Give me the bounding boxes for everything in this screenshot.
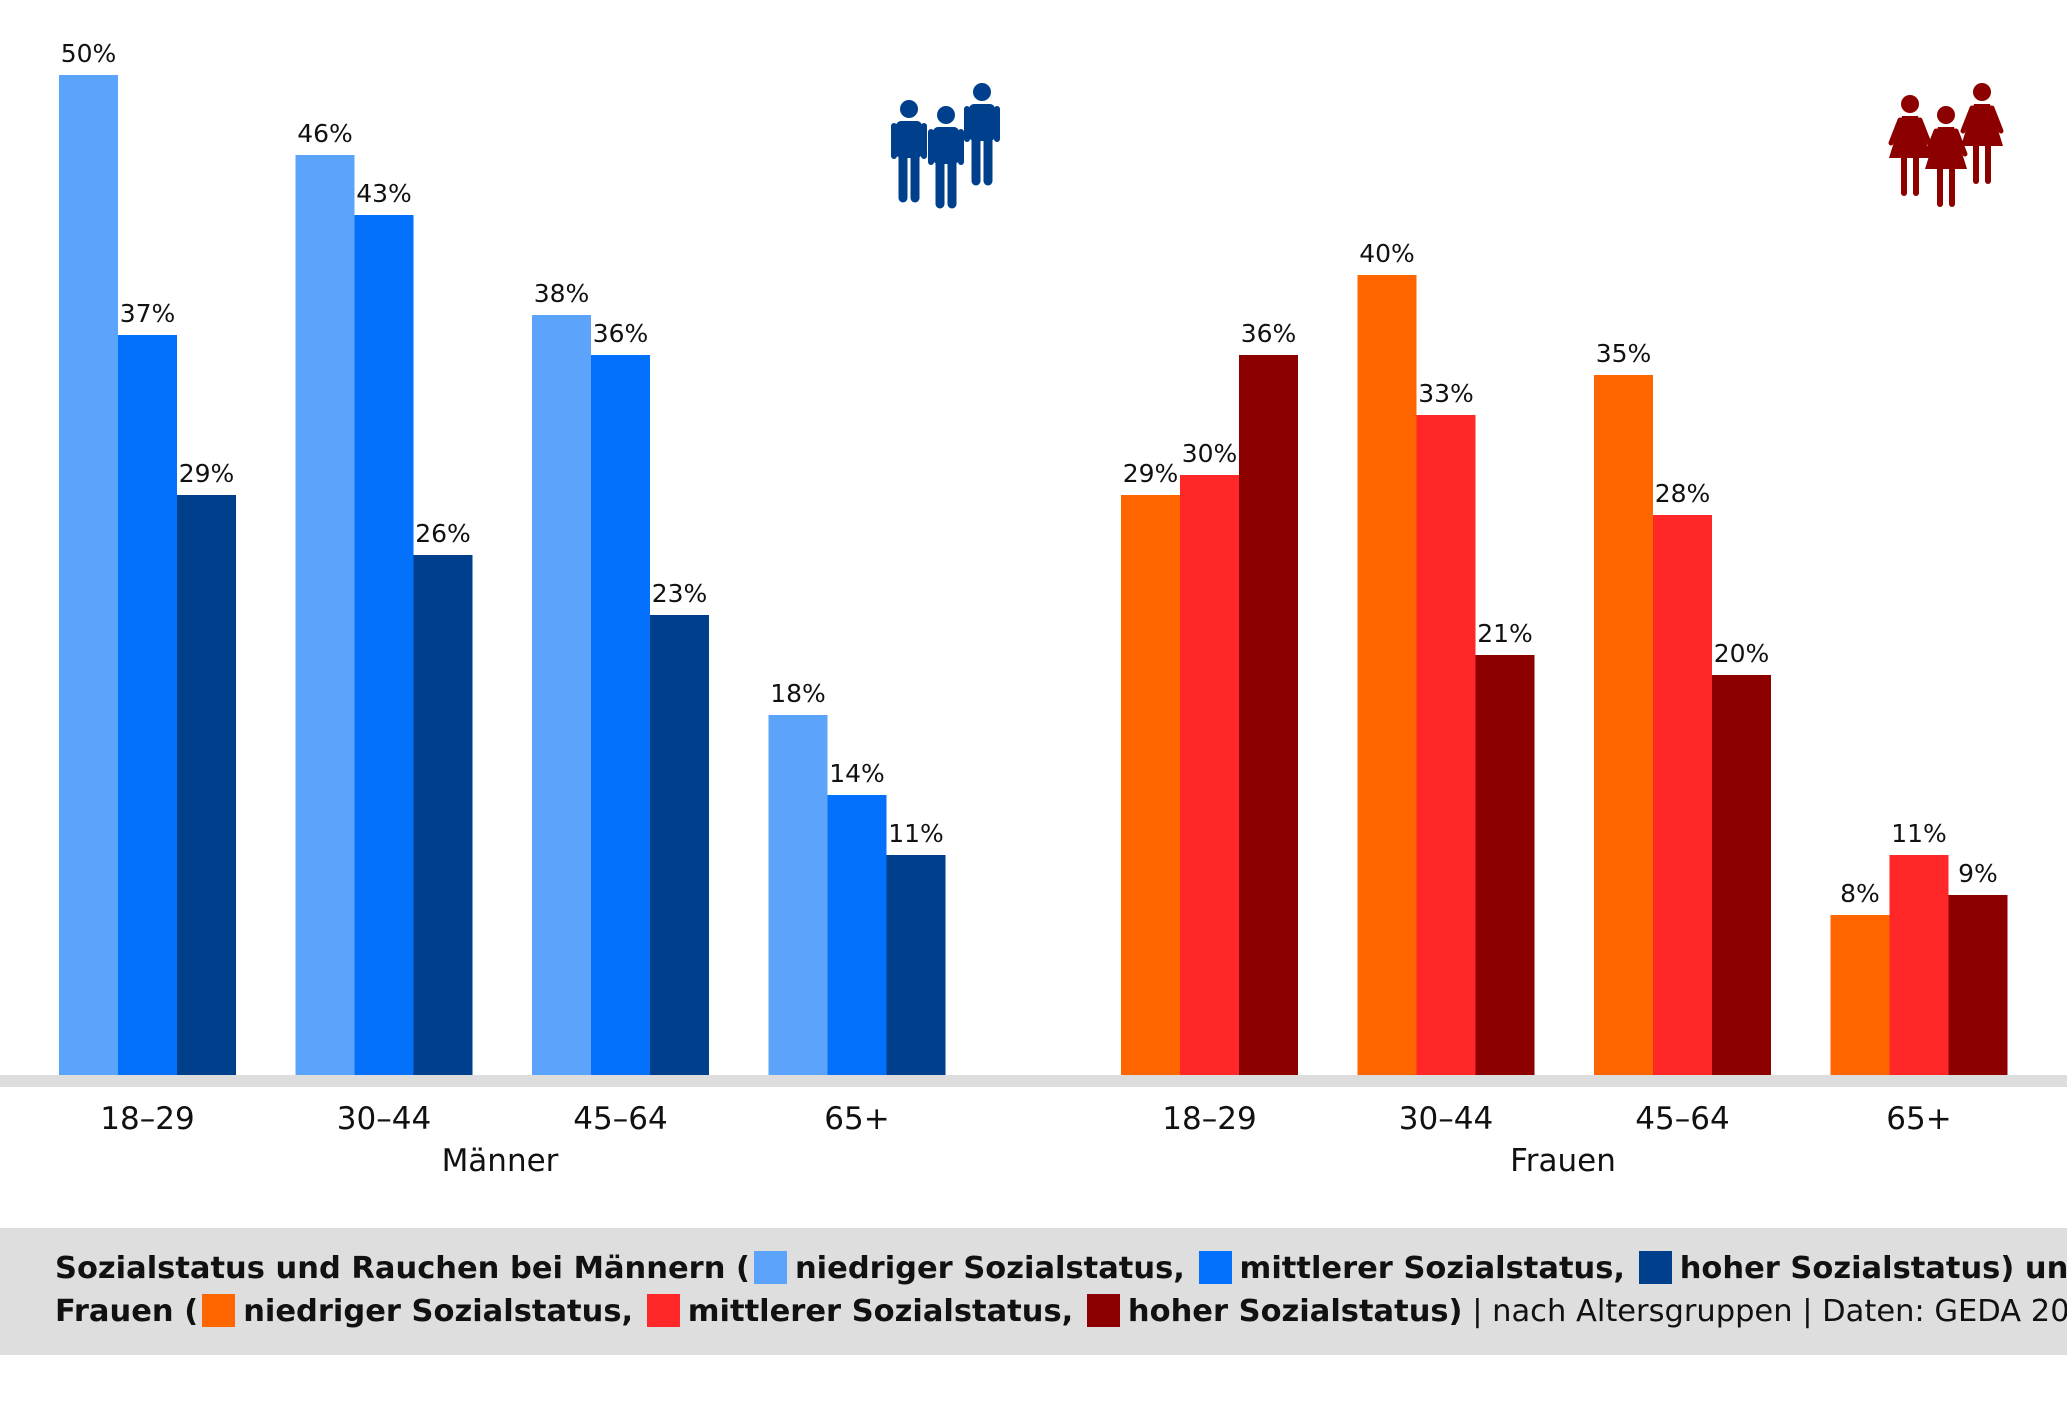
legend-swatch-men-mid (1198, 1251, 1232, 1284)
caption-source: | nach Altersgruppen | Daten: GEDA 2012 (1462, 1294, 2067, 1329)
x-tick-label-men-18-29: 18–29 (100, 1101, 194, 1137)
data-label-men-18-29-mittlerer-sozialstatus: 37% (120, 299, 176, 328)
bar-women-45-64-niedriger-sozialstatus (1594, 375, 1653, 1075)
bar-women-30-44-niedriger-sozialstatus (1357, 275, 1417, 1075)
woman-figure (1888, 95, 1932, 196)
bar-men-65--niedriger-sozialstatus (768, 715, 828, 1075)
bar-women-65--mittlerer-sozialstatus (1889, 855, 1949, 1075)
bar-men-30-44-hoher-sozialstatus (413, 555, 473, 1075)
woman-figure (1960, 83, 2004, 184)
bar-women-18-29-hoher-sozialstatus (1239, 355, 1298, 1075)
data-label-men-30-44-niedriger-sozialstatus: 46% (297, 119, 353, 148)
data-label-women-45-64-mittlerer-sozialstatus: 28% (1655, 479, 1711, 508)
bar-women-30-44-hoher-sozialstatus (1475, 655, 1535, 1075)
data-label-men-18-29-niedriger-sozialstatus: 50% (61, 39, 117, 68)
data-label-women-30-44-hoher-sozialstatus: 21% (1477, 619, 1533, 648)
x-tick-label-women-65-: 65+ (1886, 1101, 1951, 1137)
data-label-men-65--mittlerer-sozialstatus: 14% (829, 759, 885, 788)
x-tick-label-women-45-64: 45–64 (1635, 1101, 1729, 1137)
legend-swatch-women-mid (646, 1294, 680, 1327)
man-figure (964, 83, 1000, 186)
legend-label-women-mid: mittlerer Sozialstatus, (687, 1294, 1074, 1329)
woman-figure (1924, 106, 1968, 207)
bar-men-65--mittlerer-sozialstatus (827, 795, 887, 1075)
data-label-women-30-44-mittlerer-sozialstatus: 33% (1418, 379, 1474, 408)
bar-men-45-64-mittlerer-sozialstatus (591, 355, 650, 1075)
bar-men-30-44-niedriger-sozialstatus (295, 155, 355, 1075)
data-label-men-65--hoher-sozialstatus: 11% (888, 819, 944, 848)
man-figure (928, 106, 964, 209)
bar-men-45-64-hoher-sozialstatus (650, 615, 709, 1075)
data-label-men-18-29-hoher-sozialstatus: 29% (179, 459, 235, 488)
data-label-women-18-29-niedriger-sozialstatus: 29% (1123, 459, 1179, 488)
data-label-men-45-64-niedriger-sozialstatus: 38% (534, 279, 590, 308)
grouped-bar-chart: 50%37%29%46%43%26%38%36%23%18%14%11%29%3… (0, 39, 2067, 1179)
legend-label-women-low: niedriger Sozialstatus, (243, 1294, 634, 1329)
data-label-women-18-29-hoher-sozialstatus: 36% (1241, 319, 1297, 348)
x-tick-label-women-30-44: 30–44 (1399, 1101, 1493, 1137)
bar-women-30-44-mittlerer-sozialstatus (1416, 415, 1476, 1075)
data-label-women-45-64-niedriger-sozialstatus: 35% (1596, 339, 1652, 368)
data-label-women-45-64-hoher-sozialstatus: 20% (1714, 639, 1770, 668)
women-group-icon (1888, 83, 2004, 207)
bar-women-65--niedriger-sozialstatus (1830, 915, 1890, 1075)
bar-men-18-29-hoher-sozialstatus (177, 495, 236, 1075)
data-label-men-45-64-hoher-sozialstatus: 23% (652, 579, 708, 608)
caption-title: Sozialstatus und Rauchen bei Männern ( (55, 1251, 750, 1286)
legend-swatch-women-low (202, 1294, 236, 1327)
caption-line-2: Frauen ( niedriger Sozialstatus, mittlere… (55, 1290, 2067, 1333)
men-group-icon (891, 83, 1000, 209)
bar-men-18-29-niedriger-sozialstatus (59, 75, 118, 1075)
legend-label-men-low: niedriger Sozialstatus, (794, 1251, 1185, 1286)
bar-women-45-64-hoher-sozialstatus (1712, 675, 1771, 1075)
data-label-men-45-64-mittlerer-sozialstatus: 36% (593, 319, 649, 348)
data-label-women-65--niedriger-sozialstatus: 8% (1840, 879, 1880, 908)
man-figure (891, 100, 927, 203)
x-tick-label-men-45-64: 45–64 (573, 1101, 667, 1137)
x-axis-labels: 18–29 30–44 45–64 65+ Männer 18–29 30–44 45–64 6… (100, 1101, 1951, 1179)
legend-swatch-men-high (1638, 1251, 1672, 1284)
legend-label-women-high: hoher Sozialstatus) (1127, 1294, 1463, 1329)
bars-layer: 50%37%29%46%43%26%38%36%23%18%14%11%29%3… (59, 39, 2008, 1075)
bar-women-18-29-niedriger-sozialstatus (1121, 495, 1180, 1075)
x-axis-baseline (0, 1075, 2067, 1087)
bar-women-45-64-mittlerer-sozialstatus (1653, 515, 1712, 1075)
group-label-men: Männer (442, 1143, 559, 1179)
legend-swatch-men-low (753, 1251, 787, 1284)
bar-women-65--hoher-sozialstatus (1948, 895, 2008, 1075)
data-label-women-65--hoher-sozialstatus: 9% (1958, 859, 1998, 888)
caption-box: Sozialstatus und Rauchen bei Männern ( ni… (0, 1228, 2067, 1355)
group-label-women: Frauen (1510, 1143, 1616, 1179)
data-label-women-18-29-mittlerer-sozialstatus: 30% (1182, 439, 1238, 468)
data-label-women-30-44-niedriger-sozialstatus: 40% (1359, 239, 1415, 268)
bar-men-18-29-mittlerer-sozialstatus (118, 335, 177, 1075)
bar-men-45-64-niedriger-sozialstatus (532, 315, 591, 1075)
data-label-women-65--mittlerer-sozialstatus: 11% (1891, 819, 1947, 848)
caption-frauen: Frauen ( (55, 1294, 199, 1329)
bar-women-18-29-mittlerer-sozialstatus (1180, 475, 1239, 1075)
caption-line-1: Sozialstatus und Rauchen bei Männern ( ni… (55, 1247, 2067, 1290)
data-label-men-65--niedriger-sozialstatus: 18% (770, 679, 826, 708)
legend-label-men-mid: mittlerer Sozialstatus, (1239, 1251, 1625, 1286)
bar-men-30-44-mittlerer-sozialstatus (354, 215, 414, 1075)
legend-swatch-women-high (1086, 1294, 1120, 1327)
data-label-men-30-44-hoher-sozialstatus: 26% (415, 519, 471, 548)
x-tick-label-women-18-29: 18–29 (1162, 1101, 1256, 1137)
x-tick-label-men-30-44: 30–44 (337, 1101, 431, 1137)
x-tick-label-men-65-: 65+ (824, 1101, 889, 1137)
data-label-men-30-44-mittlerer-sozialstatus: 43% (356, 179, 412, 208)
legend-label-men-high: hoher Sozialstatus) und (1679, 1251, 2067, 1286)
bar-men-65--hoher-sozialstatus (886, 855, 946, 1075)
